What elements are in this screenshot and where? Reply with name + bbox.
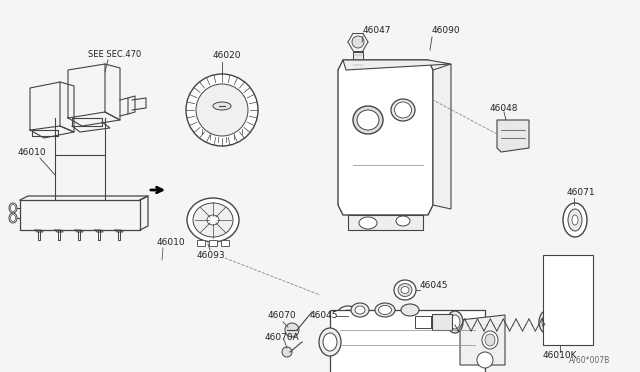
Bar xyxy=(415,316,431,328)
Ellipse shape xyxy=(323,333,337,351)
Text: 46010: 46010 xyxy=(18,148,47,157)
Circle shape xyxy=(477,352,493,368)
Polygon shape xyxy=(433,64,451,209)
Ellipse shape xyxy=(9,203,17,213)
Ellipse shape xyxy=(357,110,379,130)
Ellipse shape xyxy=(213,102,231,110)
Ellipse shape xyxy=(207,215,219,225)
Ellipse shape xyxy=(353,106,383,134)
Text: 46070: 46070 xyxy=(268,311,296,321)
Ellipse shape xyxy=(9,213,17,223)
Circle shape xyxy=(186,74,258,146)
Circle shape xyxy=(282,347,292,357)
Ellipse shape xyxy=(344,313,353,321)
Ellipse shape xyxy=(378,305,392,314)
Text: SEE SEC.470: SEE SEC.470 xyxy=(88,49,141,58)
Text: 46070A: 46070A xyxy=(265,333,300,341)
Text: 46047: 46047 xyxy=(363,26,392,35)
Ellipse shape xyxy=(394,280,416,300)
Ellipse shape xyxy=(563,203,587,237)
Bar xyxy=(221,240,229,246)
Ellipse shape xyxy=(401,304,419,316)
Text: 46010K: 46010K xyxy=(543,350,577,359)
Ellipse shape xyxy=(193,203,233,237)
Ellipse shape xyxy=(401,286,409,294)
Text: 46071: 46071 xyxy=(567,187,596,196)
Bar xyxy=(432,314,452,330)
Ellipse shape xyxy=(542,314,554,330)
Polygon shape xyxy=(460,315,505,365)
Bar xyxy=(353,52,363,70)
Ellipse shape xyxy=(10,215,15,221)
Text: 46045: 46045 xyxy=(310,311,339,321)
Ellipse shape xyxy=(351,303,369,317)
Ellipse shape xyxy=(568,209,582,231)
Ellipse shape xyxy=(394,102,412,118)
Text: 46045: 46045 xyxy=(420,282,449,291)
Polygon shape xyxy=(338,60,433,215)
Bar xyxy=(209,240,217,246)
Ellipse shape xyxy=(340,310,356,324)
Text: 46048: 46048 xyxy=(490,103,518,112)
Ellipse shape xyxy=(319,328,341,356)
Ellipse shape xyxy=(482,331,498,349)
Ellipse shape xyxy=(396,216,410,226)
Bar xyxy=(330,310,485,372)
Polygon shape xyxy=(497,120,529,152)
Bar xyxy=(348,215,423,230)
Text: 46020: 46020 xyxy=(213,51,241,60)
Ellipse shape xyxy=(355,306,365,314)
Bar xyxy=(543,255,593,345)
Ellipse shape xyxy=(447,311,463,333)
Polygon shape xyxy=(590,330,618,352)
Text: 46090: 46090 xyxy=(432,26,461,35)
Text: 46093: 46093 xyxy=(197,251,226,260)
Ellipse shape xyxy=(485,334,495,346)
Ellipse shape xyxy=(336,306,360,328)
Ellipse shape xyxy=(359,217,377,229)
Text: 46010: 46010 xyxy=(157,237,186,247)
Circle shape xyxy=(352,36,364,48)
Ellipse shape xyxy=(391,99,415,121)
Bar xyxy=(197,240,205,246)
Ellipse shape xyxy=(572,215,578,225)
Ellipse shape xyxy=(450,315,460,329)
Polygon shape xyxy=(343,60,451,70)
Ellipse shape xyxy=(475,330,495,355)
Ellipse shape xyxy=(10,205,15,212)
Ellipse shape xyxy=(375,303,395,317)
Bar xyxy=(168,10,618,352)
Ellipse shape xyxy=(398,283,412,296)
Circle shape xyxy=(196,84,248,136)
Circle shape xyxy=(285,323,299,337)
Text: A/60*007B: A/60*007B xyxy=(569,356,610,365)
Ellipse shape xyxy=(539,310,557,334)
Ellipse shape xyxy=(187,198,239,242)
Ellipse shape xyxy=(479,334,492,350)
